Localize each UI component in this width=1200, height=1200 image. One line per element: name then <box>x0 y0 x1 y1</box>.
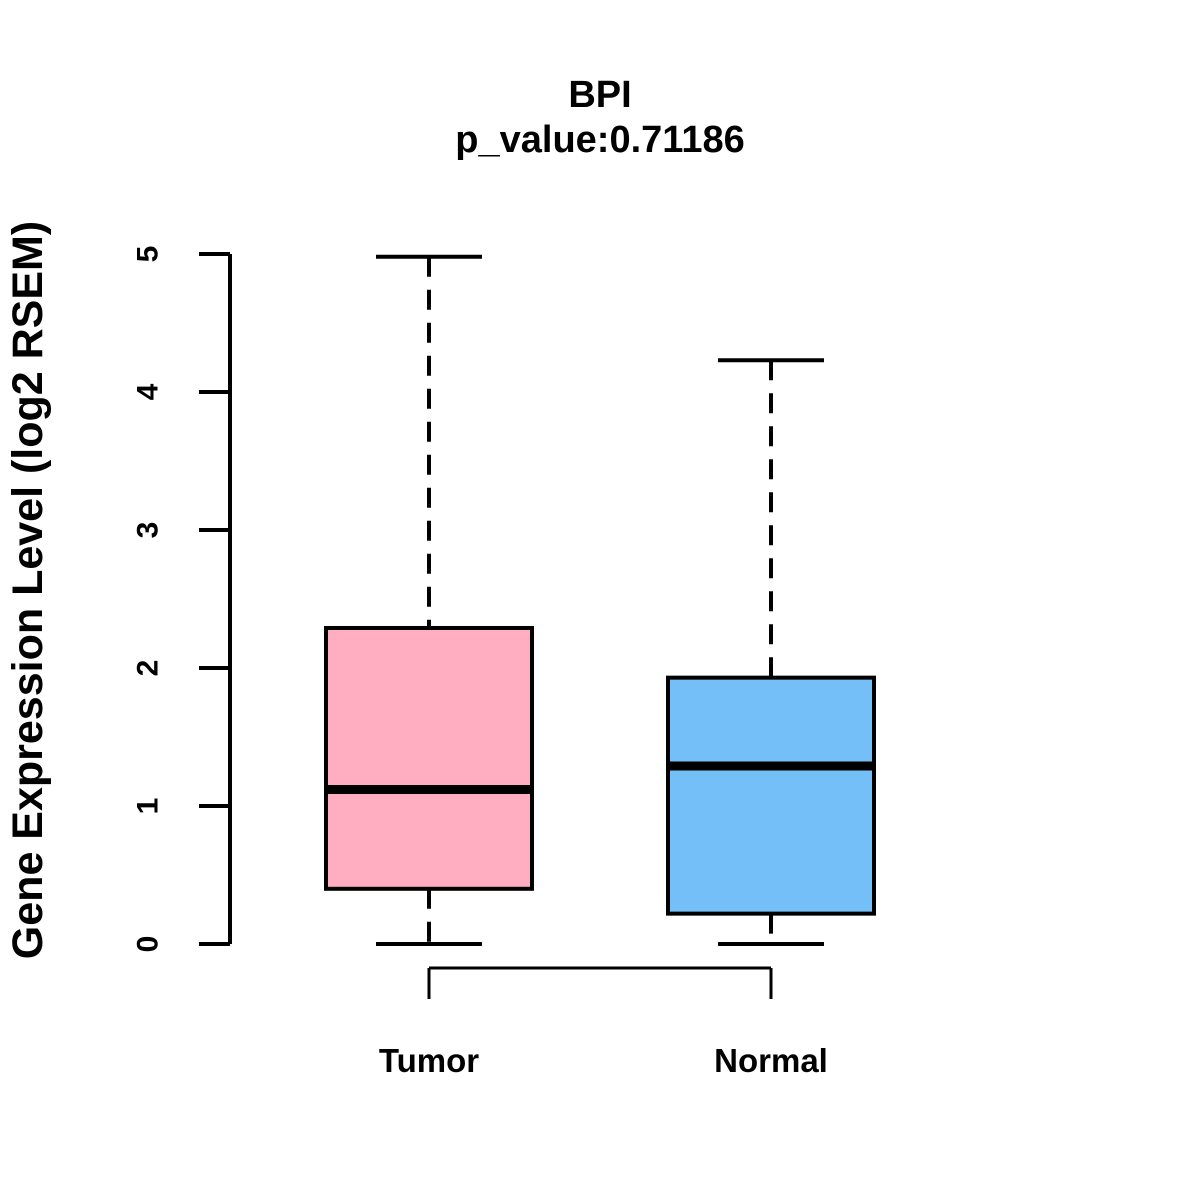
y-tick-label: 0 <box>132 936 165 953</box>
y-tick-label: 1 <box>132 798 165 815</box>
box-group-tumor <box>324 254 534 946</box>
x-axis-labels: Tumor Normal <box>379 1042 828 1079</box>
y-axis: 0 1 2 3 4 5 <box>132 246 232 953</box>
x-axis-bracket <box>427 966 773 999</box>
x-group-label-normal: Normal <box>714 1042 828 1079</box>
y-tick-label: 5 <box>132 246 165 263</box>
chart-title: BPI <box>568 74 631 116</box>
iqr-box <box>666 675 876 916</box>
chart-subtitle: p_value:0.71186 <box>455 119 744 161</box>
y-tick-label: 2 <box>132 660 165 677</box>
box-group-normal <box>666 358 876 946</box>
iqr-box <box>324 625 534 891</box>
x-group-label-tumor: Tumor <box>379 1042 479 1079</box>
y-tick-label: 3 <box>132 522 165 539</box>
plot-area <box>324 254 876 946</box>
y-tick-label: 4 <box>132 383 165 400</box>
y-axis-label: Gene Expression Level (log2 RSEM) <box>4 221 52 959</box>
